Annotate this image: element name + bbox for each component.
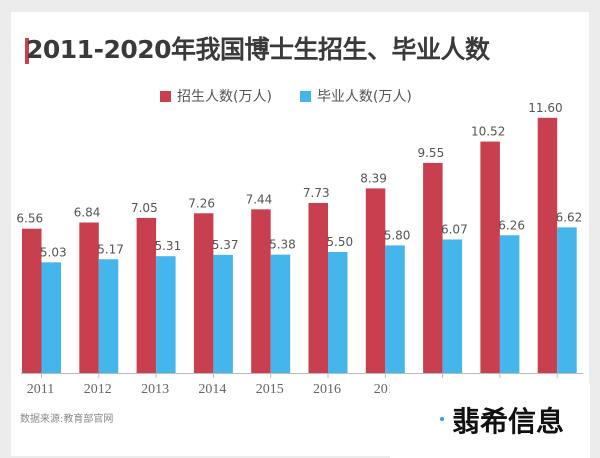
data-label: 7.73 bbox=[303, 186, 330, 200]
bar-graduation bbox=[98, 259, 119, 373]
data-label: 6.62 bbox=[556, 210, 583, 224]
bar-graduation bbox=[385, 245, 405, 373]
data-label: 5.37 bbox=[212, 238, 239, 252]
data-label: 5.50 bbox=[326, 235, 353, 249]
bar-enrollment bbox=[308, 202, 328, 373]
x-tick-label: 2013 bbox=[141, 382, 169, 397]
watermark-text: 翡希信息 bbox=[452, 405, 565, 438]
x-tick-label: 2014 bbox=[198, 382, 226, 397]
data-label: 5.80 bbox=[384, 228, 411, 242]
legend-swatch bbox=[160, 91, 171, 102]
chart-title: 2011-2020年我国博士生招生、毕业人数 bbox=[26, 35, 490, 64]
legend-item-enrollment: 招生人数(万人) bbox=[160, 86, 272, 106]
legend-label: 毕业人数(万人) bbox=[316, 89, 412, 105]
bar-enrollment bbox=[537, 117, 558, 373]
bar-enrollment bbox=[136, 217, 157, 373]
bar-graduation bbox=[442, 239, 463, 373]
x-tick-label: 201 bbox=[374, 382, 395, 397]
bar-graduation bbox=[557, 227, 577, 373]
bar-graduation bbox=[499, 235, 520, 373]
bar-enrollment bbox=[365, 188, 386, 373]
bar-enrollment bbox=[423, 162, 443, 373]
data-label: 7.26 bbox=[188, 196, 215, 210]
bar-enrollment bbox=[79, 222, 99, 373]
legend-swatch bbox=[299, 91, 311, 102]
data-label: 6.07 bbox=[441, 222, 468, 236]
data-label: 7.05 bbox=[131, 201, 158, 215]
bar-enrollment bbox=[251, 209, 271, 373]
x-tick-label: 2011 bbox=[27, 382, 54, 397]
data-label: 6.84 bbox=[74, 206, 101, 220]
bar-graduation bbox=[213, 254, 233, 373]
data-label: 5.31 bbox=[154, 239, 181, 253]
bar-graduation bbox=[41, 262, 61, 373]
x-tick-label: 2012 bbox=[84, 382, 112, 397]
bar-graduation bbox=[156, 256, 176, 373]
legend-label: 招生人数(万人) bbox=[177, 89, 272, 105]
data-source: 数据来源:教育部官网 bbox=[20, 414, 114, 425]
x-tick-label: 2016 bbox=[313, 382, 341, 397]
data-label: 8.39 bbox=[360, 171, 387, 185]
bar-enrollment bbox=[193, 213, 214, 373]
title-accent bbox=[25, 38, 29, 64]
data-label: 11.60 bbox=[528, 101, 562, 115]
legend-item-graduation: 毕业人数(万人) bbox=[299, 86, 412, 106]
bar-graduation bbox=[270, 254, 291, 373]
watermark-logo-icon bbox=[426, 393, 454, 449]
data-label: 5.17 bbox=[97, 242, 124, 256]
bar-enrollment bbox=[22, 228, 42, 373]
data-label: 6.56 bbox=[16, 212, 43, 226]
data-label: 7.44 bbox=[246, 192, 273, 206]
bar-enrollment bbox=[480, 141, 500, 373]
data-label: 5.03 bbox=[40, 245, 67, 259]
watermark: 翡希信息 bbox=[390, 383, 590, 458]
data-label: 5.38 bbox=[269, 238, 296, 252]
x-tick-label: 2015 bbox=[256, 382, 284, 397]
data-label: 6.26 bbox=[498, 218, 525, 232]
bar-graduation bbox=[328, 252, 348, 373]
data-label: 9.55 bbox=[417, 146, 444, 160]
data-label: 10.52 bbox=[471, 125, 505, 139]
legend: 招生人数(万人) 毕业人数(万人) bbox=[160, 86, 412, 106]
